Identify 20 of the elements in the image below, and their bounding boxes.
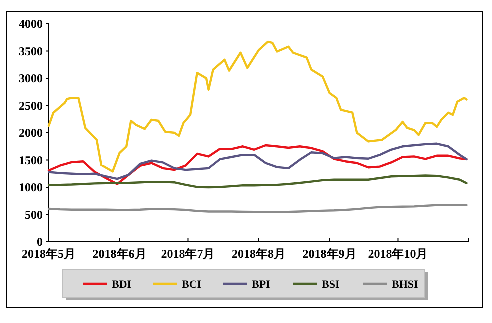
legend-label: BHSI: [392, 279, 418, 291]
y-tick-label: 1000: [19, 180, 43, 194]
x-tick-label: 2018年8月: [232, 247, 286, 261]
legend-label: BPI: [252, 279, 270, 291]
y-tick-label: 0: [37, 235, 43, 249]
x-tick-label: 2018年6月: [92, 247, 147, 261]
y-tick-label: 2000: [19, 126, 43, 140]
legend-label: BDI: [112, 279, 132, 291]
y-tick-label: 1500: [19, 153, 43, 168]
y-tick-label: 4000: [19, 17, 43, 31]
y-tick-label: 3000: [19, 72, 43, 86]
x-tick-label: 2018年9月: [302, 247, 357, 261]
x-tick-label: 2018年10月: [368, 247, 428, 261]
x-tick-label: 2018年5月: [22, 247, 76, 261]
x-tick-label: 2018年7月: [161, 247, 216, 261]
y-tick-label: 500: [25, 208, 43, 222]
y-tick-label: 3500: [19, 44, 43, 58]
legend-label: BCI: [182, 279, 202, 291]
legend-label: BSI: [322, 279, 340, 291]
y-tick-label: 2500: [19, 98, 43, 113]
